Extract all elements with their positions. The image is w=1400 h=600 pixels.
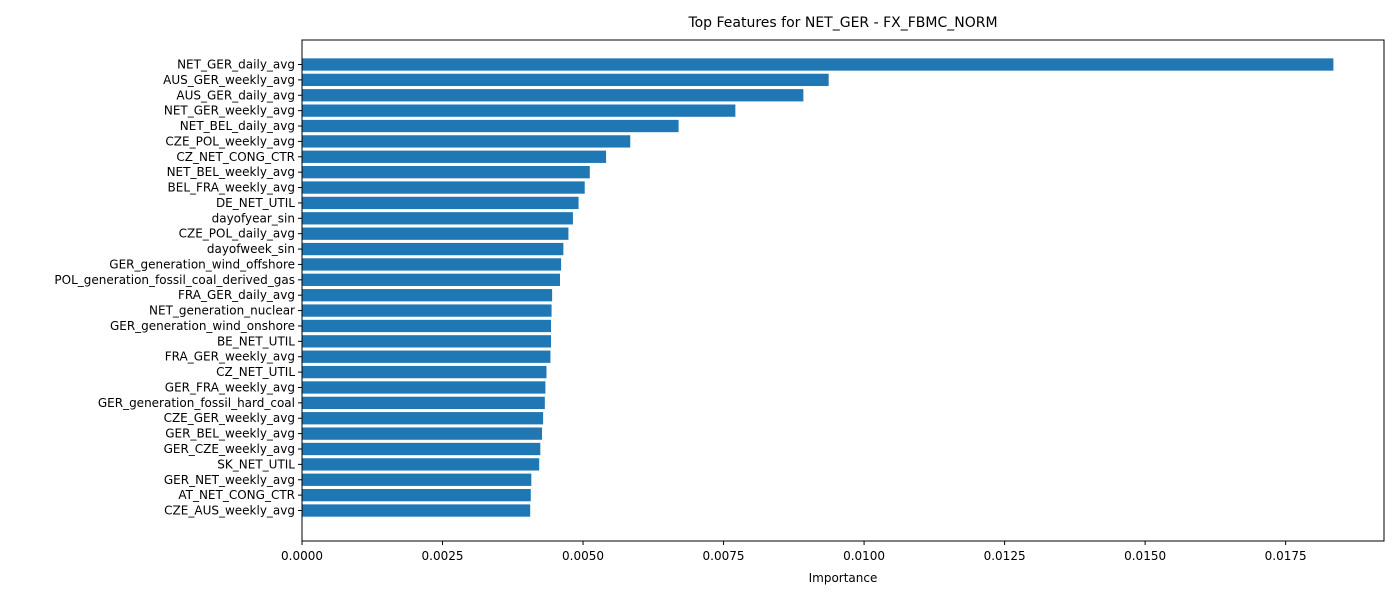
- y-tick-label: CZE_GER_weekly_avg: [164, 411, 295, 425]
- bar-net-generation-nuclear: [302, 304, 552, 317]
- y-tick-label: FRA_GER_daily_avg: [178, 288, 295, 302]
- bar-fra-ger-weekly-avg: [302, 350, 551, 363]
- bar-sk-net-util: [302, 458, 540, 471]
- bars-group: [302, 58, 1334, 517]
- x-axis-label: Importance: [809, 571, 878, 585]
- x-tick-label: 0.0050: [562, 549, 604, 563]
- y-tick-label: GER_CZE_weekly_avg: [164, 442, 295, 456]
- bar-dayofweek-sin: [302, 242, 564, 256]
- bar-cze-aus-weekly-avg: [302, 504, 531, 517]
- y-tick-labels: NET_GER_daily_avgAUS_GER_weekly_avgAUS_G…: [54, 58, 302, 518]
- x-tick-label: 0.0025: [422, 549, 464, 563]
- bar-ger-generation-wind-onshore: [302, 319, 551, 333]
- bar-pol-generation-fossil-coal-derived-gas: [302, 273, 560, 286]
- bar-net-ger-weekly-avg: [302, 104, 736, 117]
- bar-aus-ger-daily-avg: [302, 89, 804, 102]
- y-tick-label: NET_GER_daily_avg: [177, 58, 295, 72]
- bar-bel-fra-weekly-avg: [302, 181, 585, 194]
- y-tick-label: NET_BEL_weekly_avg: [167, 165, 295, 179]
- y-tick-label: AUS_GER_daily_avg: [176, 88, 295, 102]
- y-tick-label: GER_BEL_weekly_avg: [165, 427, 295, 441]
- y-tick-label: GER_generation_wind_offshore: [109, 257, 295, 271]
- y-tick-label: GER_NET_weekly_avg: [164, 473, 295, 487]
- x-tick-label: 0.0100: [843, 549, 885, 563]
- y-tick-label: CZE_AUS_weekly_avg: [164, 504, 295, 518]
- y-tick-label: AT_NET_CONG_CTR: [178, 488, 295, 502]
- y-tick-label: dayofyear_sin: [212, 211, 295, 225]
- y-tick-label: GER_FRA_weekly_avg: [165, 380, 295, 394]
- y-tick-label: CZ_NET_CONG_CTR: [176, 150, 295, 164]
- y-tick-label: CZE_POL_daily_avg: [179, 227, 295, 241]
- y-tick-label: DE_NET_UTIL: [216, 196, 295, 210]
- y-tick-label: FRA_GER_weekly_avg: [165, 350, 295, 364]
- x-ticks: 0.0000 0.0025 0.0050 0.0075 0.0100 0.0125 0.01…: [281, 541, 1307, 563]
- bar-ger-bel-weekly-avg: [302, 427, 543, 440]
- x-tick-label: 0.0175: [1265, 549, 1307, 563]
- bar-net-ger-daily-avg: [302, 58, 1334, 71]
- x-tick-label: 0.0000: [281, 549, 323, 563]
- chart-title: Top Features for NET_GER - FX_FBMC_NORM: [687, 15, 997, 31]
- bar-at-net-cong-ctr: [302, 488, 531, 502]
- bar-de-net-util: [302, 196, 579, 210]
- x-tick-label: 0.0150: [1124, 549, 1166, 563]
- bar-ger-generation-fossil-hard-coal: [302, 396, 545, 410]
- bar-cze-ger-weekly-avg: [302, 412, 544, 425]
- y-tick-label: dayofweek_sin: [207, 242, 295, 256]
- y-tick-label: POL_generation_fossil_coal_derived_gas: [54, 273, 295, 287]
- y-tick-label: GER_generation_fossil_hard_coal: [98, 396, 295, 410]
- bar-ger-fra-weekly-avg: [302, 381, 546, 394]
- x-tick-label: 0.0075: [703, 549, 745, 563]
- y-tick-label: NET_GER_weekly_avg: [164, 104, 295, 118]
- y-tick-label: SK_NET_UTIL: [217, 457, 295, 471]
- bar-fra-ger-daily-avg: [302, 289, 553, 302]
- bar-net-bel-daily-avg: [302, 119, 679, 133]
- y-tick-label: AUS_GER_weekly_avg: [163, 73, 295, 87]
- y-tick-label: NET_generation_nuclear: [149, 304, 295, 318]
- bar-ger-net-weekly-avg: [302, 473, 532, 486]
- bar-cze-pol-weekly-avg: [302, 135, 631, 148]
- bar-cze-pol-daily-avg: [302, 227, 569, 240]
- bar-cz-net-util: [302, 365, 547, 379]
- bar-aus-ger-weekly-avg: [302, 73, 829, 87]
- bar-cz-net-cong-ctr: [302, 150, 607, 163]
- y-tick-label: CZE_POL_weekly_avg: [165, 134, 295, 148]
- y-tick-label: BE_NET_UTIL: [217, 334, 295, 348]
- bar-ger-cze-weekly-avg: [302, 442, 541, 456]
- bar-dayofyear-sin: [302, 212, 573, 225]
- bar-net-bel-weekly-avg: [302, 166, 590, 179]
- bar-be-net-util: [302, 335, 551, 348]
- bar-ger-generation-wind-offshore: [302, 258, 562, 271]
- y-tick-label: GER_generation_wind_onshore: [110, 319, 295, 333]
- y-tick-label: CZ_NET_UTIL: [216, 365, 295, 379]
- y-tick-label: BEL_FRA_weekly_avg: [168, 181, 296, 195]
- y-tick-label: NET_BEL_daily_avg: [180, 119, 295, 133]
- plot-frame: [301, 39, 1385, 542]
- x-tick-label: 0.0125: [984, 549, 1026, 563]
